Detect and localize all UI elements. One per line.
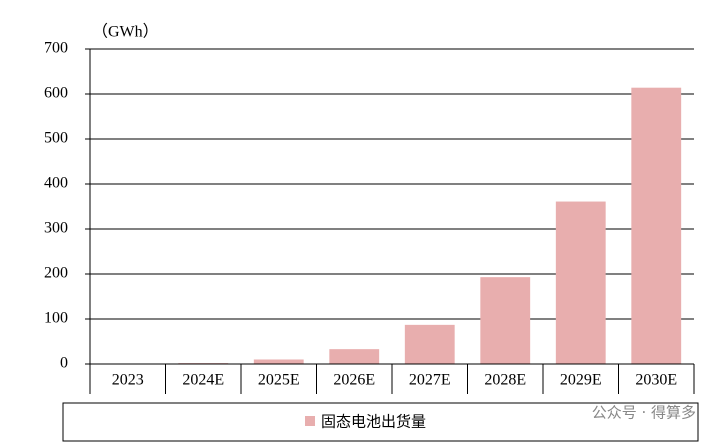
bar (253, 359, 304, 364)
y-axis-label: （GWh） (92, 23, 159, 41)
y-tick-label: 400 (44, 175, 68, 192)
x-tick-label: 2028E (484, 372, 526, 389)
legend-box (62, 402, 699, 442)
bar (329, 349, 380, 364)
y-tick-label: 200 (44, 265, 68, 282)
y-tick-label: 100 (44, 310, 68, 327)
x-tick-label: 2029E (560, 372, 602, 389)
y-tick-label: 300 (44, 220, 68, 237)
y-tick-label: 0 (60, 355, 68, 372)
bar (404, 324, 455, 364)
x-tick-label: 2025E (258, 372, 300, 389)
bar (480, 277, 531, 364)
x-tick-label: 2024E (182, 372, 224, 389)
y-tick-label: 500 (44, 130, 68, 147)
x-tick-label: 2023 (112, 372, 144, 389)
bar (631, 87, 682, 364)
legend-label: 固态电池出货量 (321, 413, 426, 431)
y-tick-label: 700 (44, 40, 68, 57)
x-tick-label: 2030E (635, 372, 677, 389)
x-tick-label: 2027E (409, 372, 451, 389)
x-tick-label: 2026E (333, 372, 375, 389)
bar (555, 201, 606, 364)
legend-swatch (305, 416, 315, 426)
watermark: 公众号 · 得算多 (592, 404, 696, 422)
y-tick-label: 600 (44, 85, 68, 102)
